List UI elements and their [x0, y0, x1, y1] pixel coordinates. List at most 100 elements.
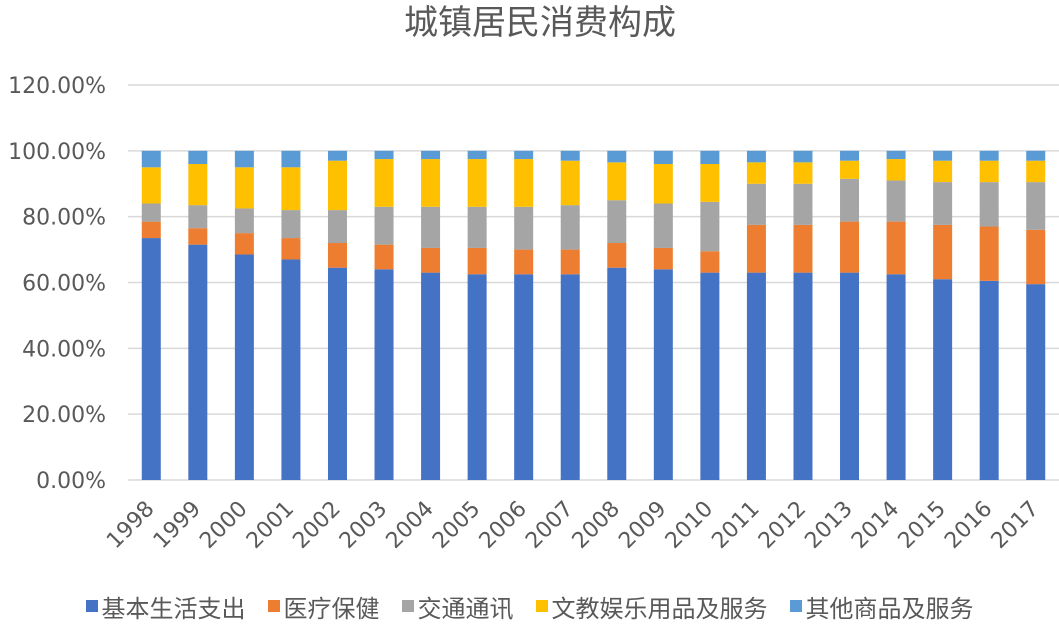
x-tick-label: 1999 [149, 497, 206, 554]
y-tick-label: 120.00% [8, 74, 106, 99]
y-tick-label: 40.00% [22, 337, 106, 362]
bar-segment [886, 180, 906, 222]
chart: 城镇居民消费构成 0.00% 20.00% 40.00% 60.00% 80.00% 10… [8, 3, 1059, 554]
legend-label: 其他商品及服务 [805, 594, 974, 623]
legend-swatch [789, 600, 802, 612]
bar-segment [933, 150, 953, 161]
bar-segment [374, 269, 394, 480]
legend-label: 文教娱乐用品及服务 [551, 594, 768, 623]
bar-segment [281, 150, 301, 168]
bar-segment [421, 150, 441, 160]
bar-segment [793, 183, 813, 225]
bar-segment [746, 224, 766, 273]
bar-segment [327, 267, 347, 480]
bar-segment [188, 205, 208, 229]
bar-segment [979, 182, 999, 227]
bar-segment [421, 272, 441, 480]
bar-segment [793, 272, 813, 480]
legend-swatch [535, 600, 548, 612]
bar-segment [607, 200, 627, 243]
bar-segment [188, 150, 208, 164]
bar-segment [188, 164, 208, 206]
bar-segment [560, 274, 580, 480]
bar-segment [234, 254, 254, 480]
bar-segment [700, 164, 720, 202]
bar-segment [467, 274, 487, 480]
bar-segment [746, 272, 766, 480]
bar-segment [607, 267, 627, 480]
bar-segment [653, 247, 673, 270]
x-axis: 1998199920002001200220032004200520062007… [102, 497, 1044, 554]
y-tick-label: 60.00% [22, 272, 106, 297]
bar-segment [141, 167, 161, 204]
bar-segment [933, 182, 953, 225]
x-tick-label: 2001 [242, 497, 299, 554]
bar-segment [979, 160, 999, 183]
bar-segment [467, 206, 487, 248]
bar-segment [421, 206, 441, 248]
bar-segment [886, 150, 906, 160]
legend-swatch [85, 600, 98, 612]
bar-segment [700, 251, 720, 273]
bar-segment [793, 162, 813, 184]
bar-segment [1026, 160, 1046, 183]
bar-segment [141, 221, 161, 239]
x-tick-label: 2015 [894, 497, 951, 554]
bar-segment [467, 159, 487, 207]
bar-segment [886, 159, 906, 181]
bar-segment [141, 150, 161, 168]
x-tick-label: 2016 [940, 497, 997, 554]
bar-segment [979, 226, 999, 281]
bar-segment [188, 244, 208, 480]
bar-segment [746, 150, 766, 163]
bar-segment [421, 247, 441, 273]
bar-segment [607, 243, 627, 268]
x-tick-label: 2012 [754, 497, 811, 554]
bar-segment [653, 164, 673, 204]
x-tick-label: 2013 [800, 497, 857, 554]
bar-segment [281, 259, 301, 480]
bar-segment [234, 233, 254, 255]
x-tick-label: 2003 [335, 497, 392, 554]
bar-segment [840, 272, 860, 480]
bar-segment [374, 244, 394, 270]
x-tick-label: 2007 [521, 497, 578, 554]
legend-item: 交通通讯 [401, 589, 514, 624]
bar-segment [979, 150, 999, 161]
bar-segment [467, 247, 487, 275]
bar-segment [514, 249, 534, 275]
bar-segment [560, 205, 580, 250]
bar-segment [560, 150, 580, 161]
bar-segment [933, 160, 953, 183]
y-tick-label: 80.00% [22, 206, 106, 231]
bar-segment [514, 159, 534, 207]
y-tick-label: 20.00% [22, 403, 106, 428]
bar-segment [793, 150, 813, 163]
x-tick-label: 2017 [987, 497, 1044, 554]
x-tick-label: 2009 [614, 497, 671, 554]
bar-segment [933, 224, 953, 280]
bar-segment [1026, 284, 1046, 480]
legend-label: 交通通讯 [417, 594, 514, 623]
legend-item: 其他商品及服务 [789, 589, 974, 624]
bar-segment [840, 160, 860, 179]
bar-segment [467, 150, 487, 160]
bar-segment [560, 249, 580, 275]
bar-segment [607, 150, 627, 163]
bar-segment [886, 274, 906, 480]
bar-segment [327, 210, 347, 243]
bar-segment [327, 160, 347, 211]
legend-item: 文教娱乐用品及服务 [535, 589, 768, 624]
bar-segment [886, 221, 906, 275]
x-tick-label: 2014 [847, 497, 904, 554]
y-axis: 0.00% 20.00% 40.00% 60.00% 80.00% 100.00% 120.… [8, 74, 106, 494]
bar-segment [234, 150, 254, 168]
bar-segment [840, 178, 860, 222]
legend-swatch [401, 600, 414, 612]
bar-segment [653, 203, 673, 248]
bars [141, 150, 1046, 480]
bar-segment [840, 221, 860, 273]
bar-segment [653, 269, 673, 480]
bar-segment [700, 150, 720, 164]
bar-segment [746, 183, 766, 225]
